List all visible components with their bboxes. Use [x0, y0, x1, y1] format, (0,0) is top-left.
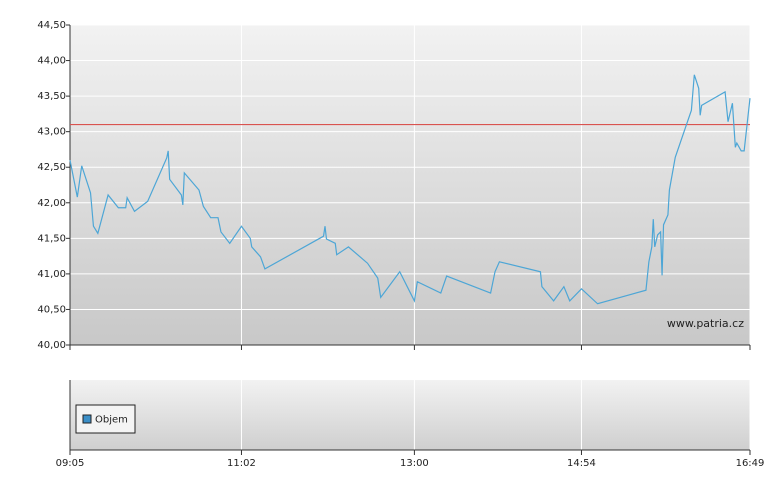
y-tick-label: 44,00 [37, 56, 66, 67]
y-tick-label: 44,50 [37, 20, 66, 31]
y-tick-label: 42,50 [37, 162, 66, 173]
y-tick-label: 41,00 [37, 269, 66, 280]
y-tick-label: 42,00 [37, 198, 66, 209]
volume-panel [70, 380, 750, 450]
x-tick-label: 11:02 [227, 458, 256, 469]
y-tick-label: 41,50 [37, 233, 66, 244]
price-line [69, 74, 751, 305]
legend-label: Objem [95, 415, 128, 426]
price-panel [70, 25, 750, 345]
y-tick-label: 40,50 [37, 304, 66, 315]
x-tick-label: 13:00 [400, 458, 429, 469]
x-tick-label: 16:49 [736, 458, 765, 469]
y-tick-label: 43,50 [37, 91, 66, 102]
y-tick-label: 43,00 [37, 127, 66, 138]
x-tick-label: 14:54 [567, 458, 596, 469]
y-tick-label: 40,00 [37, 340, 66, 351]
watermark: www.patria.cz [667, 317, 744, 330]
x-tick-label: 09:05 [56, 458, 85, 469]
legend-swatch [82, 414, 92, 424]
legend: Objem [75, 404, 136, 434]
